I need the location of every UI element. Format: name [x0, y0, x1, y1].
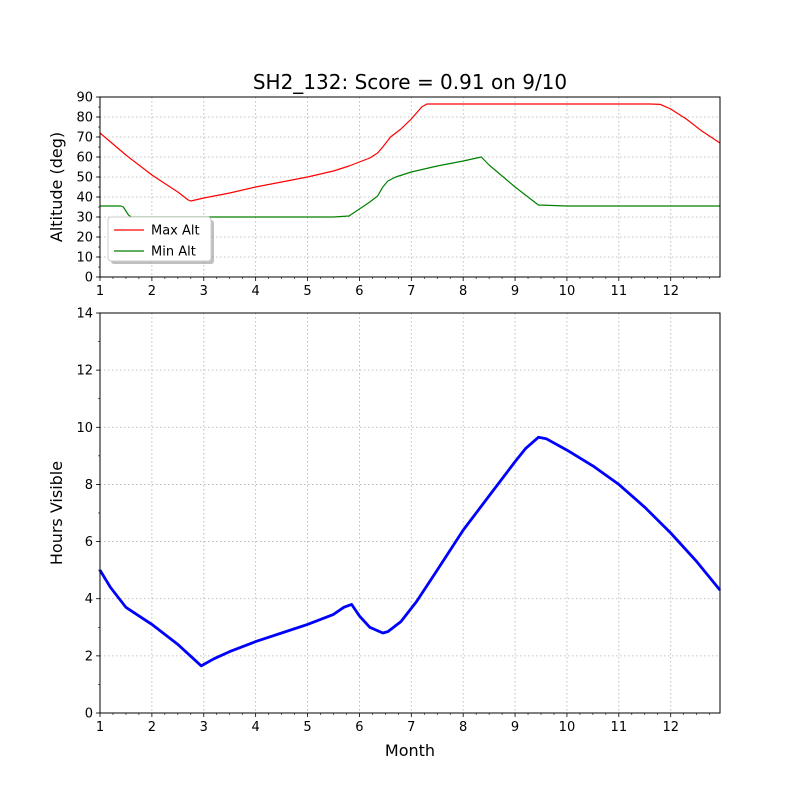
y-tick-label: 6 — [85, 535, 93, 550]
x-tick-label: 2 — [148, 284, 156, 299]
series-line-max-alt — [99, 103, 721, 202]
x-tick-label: 7 — [407, 284, 415, 299]
y-axis-label: Hours Visible — [47, 461, 66, 565]
y-tick-label: 50 — [76, 171, 93, 186]
x-tick-label: 1 — [96, 720, 104, 735]
x-tick-label: 6 — [355, 284, 363, 299]
y-tick-label: 80 — [76, 111, 93, 126]
x-tick-label: 6 — [355, 720, 363, 735]
y-tick-label: 4 — [85, 592, 93, 607]
x-tick-label: 4 — [252, 284, 260, 299]
legend: Max Alt Min Alt — [107, 216, 214, 264]
legend-label: Max Alt — [151, 224, 200, 239]
series-line-hours-visible — [98, 435, 722, 668]
x-tick-label: 3 — [200, 720, 208, 735]
x-tick-label: 12 — [662, 284, 679, 299]
x-tick-label: 11 — [611, 284, 628, 299]
plot-frame — [99, 312, 721, 714]
y-tick-label: 30 — [76, 211, 93, 226]
x-tick-label: 9 — [511, 720, 519, 735]
y-tick-label: 20 — [76, 231, 93, 246]
x-tick-label: 10 — [559, 284, 576, 299]
x-tick-label: 3 — [200, 284, 208, 299]
x-tick-label: 11 — [611, 720, 628, 735]
y-tick-label: 2 — [85, 649, 93, 664]
y-tick-label: 12 — [76, 364, 93, 379]
y-tick-label: 0 — [85, 707, 93, 722]
x-tick-label: 7 — [407, 720, 415, 735]
plot-frame — [99, 96, 721, 278]
x-tick-label: 4 — [252, 720, 260, 735]
x-tick-label: 5 — [303, 720, 311, 735]
x-axis-label: Month — [385, 741, 435, 760]
x-tick-label: 8 — [459, 284, 467, 299]
x-tick-label: 10 — [559, 720, 576, 735]
x-tick-label: 12 — [662, 720, 679, 735]
legend-label: Min Alt — [151, 245, 196, 260]
y-tick-label: 60 — [76, 151, 93, 166]
x-tick-label: 1 — [96, 284, 104, 299]
y-axis-label: Altitude (deg) — [47, 132, 66, 242]
x-tick-label: 5 — [303, 284, 311, 299]
y-tick-label: 10 — [76, 251, 93, 266]
y-tick-label: 40 — [76, 191, 93, 206]
y-tick-label: 14 — [76, 307, 93, 322]
y-tick-label: 8 — [85, 478, 93, 493]
y-tick-label: 70 — [76, 131, 93, 146]
x-tick-label: 2 — [148, 720, 156, 735]
y-tick-label: 90 — [76, 91, 93, 106]
y-tick-label: 0 — [85, 271, 93, 286]
y-tick-label: 10 — [76, 421, 93, 436]
x-tick-label: 8 — [459, 720, 467, 735]
series-line-min-alt — [100, 156, 720, 218]
x-tick-label: 9 — [511, 284, 519, 299]
altitude-plot: 1 2 3 4 5 6 7 8 9 10 11 120102030405060708090Altitu… — [47, 91, 721, 299]
chart-title: SH2_132: Score = 0.91 on 9/10 — [253, 70, 567, 94]
legend-box — [107, 216, 212, 262]
